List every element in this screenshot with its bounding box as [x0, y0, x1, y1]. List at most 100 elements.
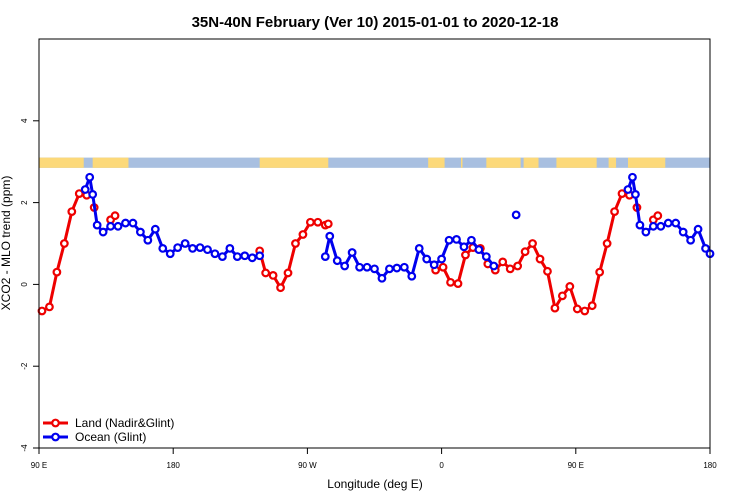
data-point: [165, 249, 175, 259]
y-tick-label: -2: [20, 362, 29, 370]
y-axis-label: XCO2 - MLO trend (ppm): [0, 176, 13, 311]
legend: Land (Nadir&Glint)Ocean (Glint): [43, 416, 174, 444]
data-point: [595, 267, 605, 277]
data-point: [392, 263, 402, 273]
land-band-segment: [486, 157, 521, 168]
data-point: [150, 224, 160, 234]
data-point: [291, 239, 300, 248]
data-point: [85, 172, 95, 182]
data-point: [347, 248, 357, 257]
data-point: [693, 224, 703, 234]
data-point: [106, 221, 115, 231]
data-point: [261, 268, 271, 278]
data-point: [489, 261, 499, 271]
series-line: [41, 192, 88, 313]
data-point: [511, 210, 521, 220]
data-point: [203, 245, 212, 255]
data-point: [587, 301, 597, 311]
land-band-segment: [627, 157, 666, 168]
land-band-segment: [39, 157, 84, 168]
data-point: [110, 211, 120, 221]
data-point: [422, 254, 432, 264]
ocean-band: [39, 157, 710, 168]
data-point: [438, 262, 448, 272]
data-point: [276, 283, 285, 293]
y-tick-label: -4: [20, 444, 29, 452]
data-point: [467, 235, 476, 245]
data-point: [399, 262, 409, 272]
data-point: [80, 185, 90, 194]
data-point: [474, 245, 484, 255]
data-point: [641, 227, 651, 237]
series-ocean: [80, 172, 715, 283]
x-tick-label: 180: [703, 461, 717, 470]
data-point: [67, 207, 77, 216]
data-point: [631, 190, 640, 199]
data-point: [429, 260, 439, 270]
land-band-segment: [460, 157, 463, 168]
data-point: [332, 256, 342, 266]
land-band-segment: [556, 157, 597, 168]
land-band-segment: [428, 157, 445, 168]
data-point: [98, 227, 108, 237]
data-point: [701, 244, 710, 253]
y-tick-label: 4: [20, 118, 29, 123]
data-point: [671, 218, 681, 228]
data-point: [325, 231, 335, 241]
data-point: [121, 218, 130, 228]
legend-label: Ocean (Glint): [75, 430, 146, 444]
data-point: [88, 190, 98, 199]
data-point: [498, 257, 508, 267]
data-point: [180, 239, 190, 248]
series-line: [516, 192, 630, 313]
x-axis-label: Longitude (deg E): [327, 477, 422, 491]
data-point: [610, 207, 619, 216]
data-point: [385, 264, 394, 274]
data-point: [648, 221, 658, 231]
data-point: [158, 244, 168, 253]
data-point: [461, 250, 470, 260]
data-point: [663, 218, 673, 228]
data-point: [414, 244, 424, 253]
data-point: [513, 261, 523, 271]
data-point: [45, 302, 54, 312]
data-point: [580, 306, 590, 316]
data-point: [535, 254, 545, 264]
data-point: [444, 235, 454, 245]
data-point: [298, 230, 308, 239]
data-point: [528, 239, 537, 248]
data-point: [407, 271, 417, 281]
data-point: [113, 221, 123, 231]
y-axis: -4 -2 0 2 4: [20, 118, 39, 452]
data-point: [74, 189, 84, 199]
data-point: [550, 303, 560, 313]
y-tick-label: 2: [20, 200, 29, 205]
data-point: [656, 221, 666, 231]
data-point: [173, 243, 183, 252]
data-point: [37, 306, 47, 316]
data-point: [543, 266, 552, 276]
data-point: [459, 242, 469, 252]
data-point: [340, 261, 350, 271]
data-point: [188, 244, 197, 253]
data-point: [362, 262, 372, 272]
data-point: [52, 267, 62, 277]
data-point: [143, 235, 153, 245]
data-point: [225, 244, 235, 253]
x-tick-label: 180: [167, 461, 181, 470]
data-point: [59, 239, 69, 248]
data-point: [323, 219, 333, 229]
data-point: [247, 253, 257, 263]
data-point: [313, 217, 323, 227]
data-point: [452, 235, 461, 244]
data-point: [377, 273, 387, 283]
x-tick-label: 90 E: [31, 461, 47, 470]
data-point: [255, 251, 265, 261]
series-line: [626, 175, 712, 255]
data-point: [617, 189, 627, 199]
x-tick-label: 0: [439, 461, 444, 470]
data-point: [557, 291, 567, 301]
data-point: [565, 282, 575, 291]
legend-label: Land (Nadir&Glint): [75, 416, 174, 430]
